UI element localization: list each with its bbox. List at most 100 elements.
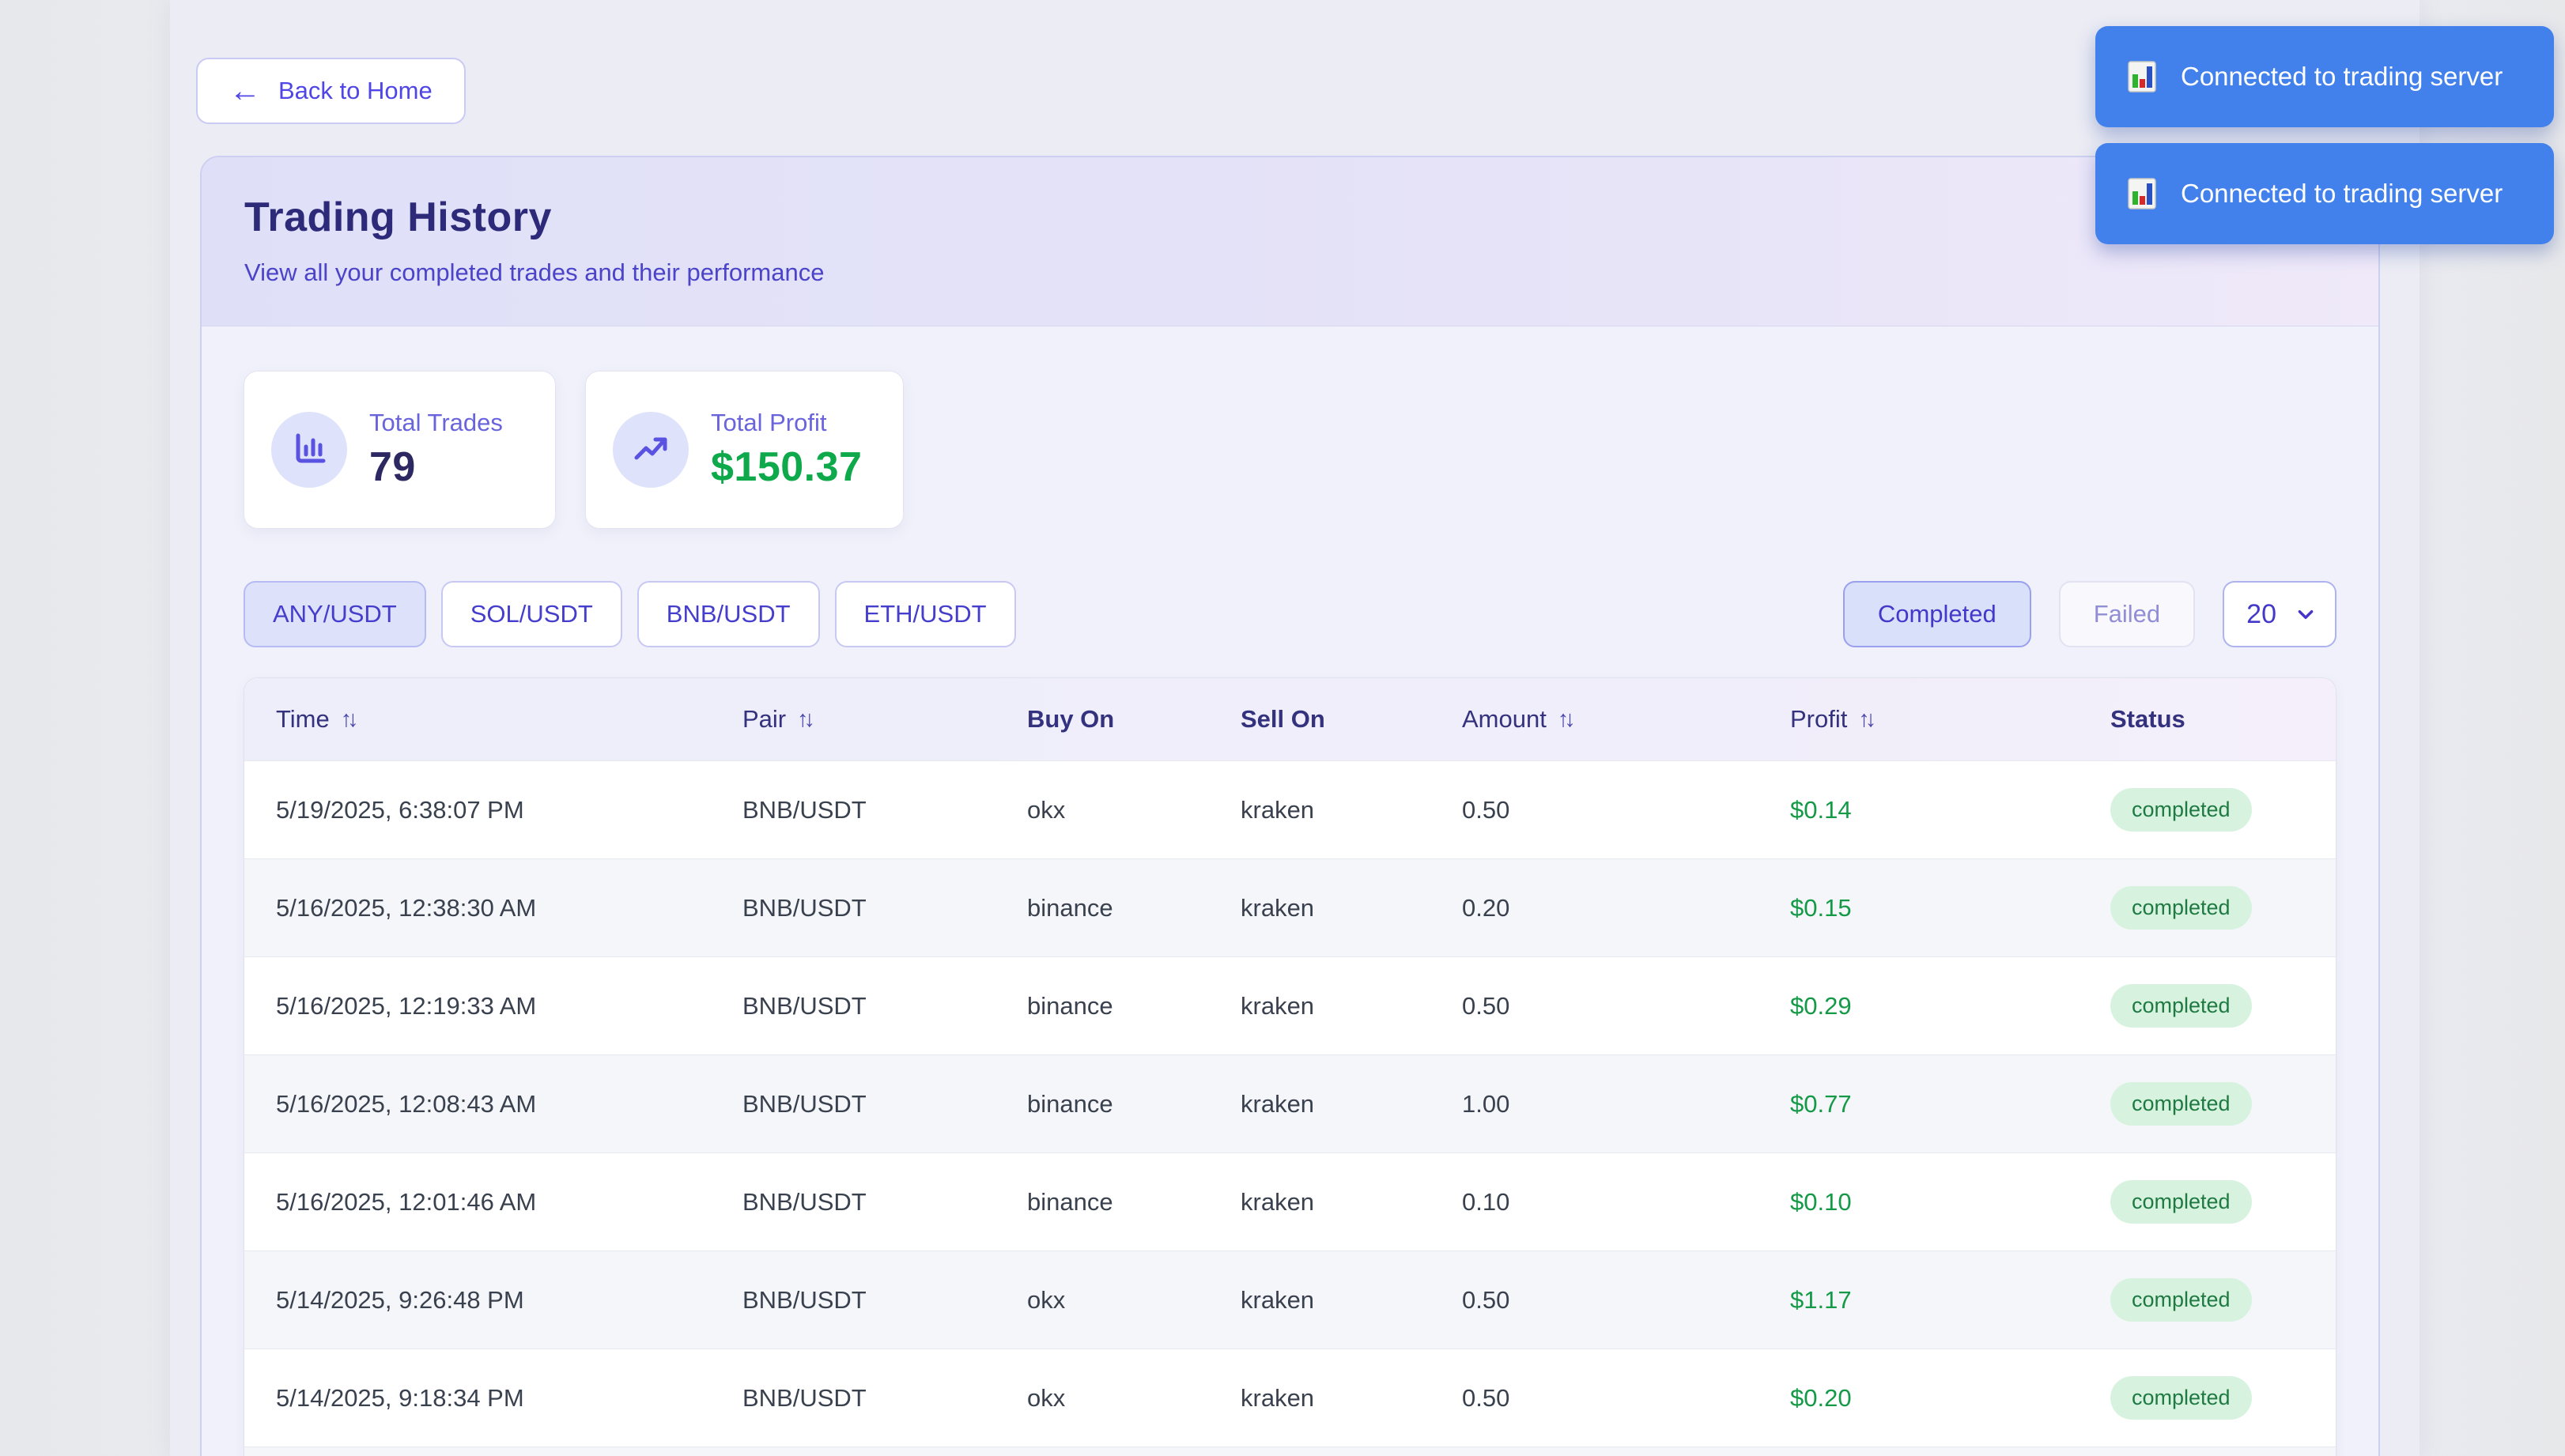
cell-pair: BNB/USDT xyxy=(742,1187,867,1216)
toast-message: Connected to trading server xyxy=(2181,62,2503,91)
status-filter-completed[interactable]: Completed xyxy=(1842,581,2031,647)
filters-row: ANY/USDT SOL/USDT BNB/USDT ETH/USDT Complet… xyxy=(244,581,2336,647)
cell-pair: BNB/USDT xyxy=(742,893,867,922)
cell-profit: $1.17 xyxy=(1790,1285,1852,1314)
column-header-time[interactable]: Time ↑↓ xyxy=(276,705,742,734)
column-label: Status xyxy=(2110,705,2185,733)
cell-time: 5/14/2025, 9:26:48 PM xyxy=(276,1285,524,1314)
left-arrow-icon: ← xyxy=(229,74,261,108)
bar-chart-emoji-icon xyxy=(2124,58,2160,95)
bar-chart-icon xyxy=(271,412,347,488)
cell-pair: BNB/USDT xyxy=(742,991,867,1020)
table-row: 5/16/2025, 12:08:43 AM BNB/USDT binance kra… xyxy=(244,1054,2336,1152)
status-filter-failed[interactable]: Failed xyxy=(2058,581,2196,647)
toast-notification[interactable]: Connected to trading server xyxy=(2095,143,2554,244)
cell-time: 5/16/2025, 12:08:43 AM xyxy=(276,1089,537,1118)
cell-time: 5/19/2025, 6:38:07 PM xyxy=(276,795,524,824)
cell-status: completed xyxy=(2110,1376,2304,1420)
pair-filters: ANY/USDT SOL/USDT BNB/USDT ETH/USDT xyxy=(244,581,1016,647)
content-column: ← Back to Home Trading History View all … xyxy=(170,0,2420,1456)
cell-profit: $0.29 xyxy=(1790,991,1852,1020)
chevron-down-icon xyxy=(2298,610,2314,620)
cell-amount: 0.10 xyxy=(1462,1187,1510,1216)
cell-buy-on: binance xyxy=(1027,991,1113,1020)
column-header-profit[interactable]: Profit ↑↓ xyxy=(1790,705,2110,734)
card-body: Total Trades 79 Total Profit $150.37 ANY/US… xyxy=(202,326,2378,1456)
cell-status: completed xyxy=(2110,1180,2304,1224)
table-row-partial xyxy=(244,1447,2336,1456)
pair-filter-bnb-usdt[interactable]: BNB/USDT xyxy=(637,581,820,647)
table-row: 5/16/2025, 12:19:33 AM BNB/USDT binance kra… xyxy=(244,956,2336,1054)
back-button-label: Back to Home xyxy=(278,77,433,104)
cell-time: 5/16/2025, 12:19:33 AM xyxy=(276,991,537,1020)
cell-amount: 0.50 xyxy=(1462,795,1510,824)
cell-amount: 0.50 xyxy=(1462,1383,1510,1412)
cell-status: completed xyxy=(2110,886,2304,930)
column-header-amount[interactable]: Amount ↑↓ xyxy=(1462,705,1790,734)
pair-filter-eth-usdt[interactable]: ETH/USDT xyxy=(834,581,1016,647)
status-badge: completed xyxy=(2110,1278,2252,1322)
trending-up-icon xyxy=(613,412,689,488)
stat-card-total-profit: Total Profit $150.37 xyxy=(585,371,905,529)
cell-sell-on: kraken xyxy=(1241,795,1315,824)
toast-notification[interactable]: Connected to trading server xyxy=(2095,26,2554,127)
pair-filter-sol-usdt[interactable]: SOL/USDT xyxy=(440,581,622,647)
cell-profit: $0.10 xyxy=(1790,1187,1852,1216)
table-row: 5/16/2025, 12:38:30 AM BNB/USDT binance kra… xyxy=(244,858,2336,956)
status-badge: completed xyxy=(2110,984,2252,1028)
cell-profit: $0.15 xyxy=(1790,893,1852,922)
cell-sell-on: kraken xyxy=(1241,1383,1315,1412)
cell-sell-on: kraken xyxy=(1241,1187,1315,1216)
cell-sell-on: kraken xyxy=(1241,893,1315,922)
sort-arrows-icon: ↑↓ xyxy=(340,706,359,732)
stat-value: $150.37 xyxy=(711,444,863,490)
column-label: Buy On xyxy=(1027,705,1115,733)
bar-chart-emoji-icon xyxy=(2124,175,2160,212)
stat-label: Total Profit xyxy=(711,409,827,436)
page-subtitle: View all your completed trades and their… xyxy=(244,258,825,286)
toast-stack: Connected to trading server Connected to … xyxy=(2095,26,2554,244)
table-row: 5/16/2025, 12:01:46 AM BNB/USDT binance kra… xyxy=(244,1152,2336,1250)
cell-pair: BNB/USDT xyxy=(742,795,867,824)
cell-sell-on: kraken xyxy=(1241,991,1315,1020)
column-label: Pair xyxy=(742,705,787,733)
cell-time: 5/16/2025, 12:38:30 AM xyxy=(276,893,537,922)
cell-buy-on: binance xyxy=(1027,893,1113,922)
pair-filter-any-usdt[interactable]: ANY/USDT xyxy=(244,581,426,647)
status-badge: completed xyxy=(2110,1376,2252,1420)
page-title: Trading History xyxy=(244,194,552,240)
cell-profit: $0.20 xyxy=(1790,1383,1852,1412)
column-header-status: Status xyxy=(2110,705,2304,734)
sort-arrows-icon: ↑↓ xyxy=(1858,706,1876,732)
cell-buy-on: binance xyxy=(1027,1187,1113,1216)
right-controls: Completed Failed 20 xyxy=(1842,581,2336,647)
cell-buy-on: okx xyxy=(1027,1285,1066,1314)
table-row: 5/19/2025, 6:38:07 PM BNB/USDT okx kraken 0.… xyxy=(244,760,2336,858)
table-header-row: Time ↑↓ Pair ↑↓ Buy On Sell On Amount ↑↓ Profit ↑… xyxy=(244,678,2336,760)
cell-status: completed xyxy=(2110,984,2304,1028)
status-badge: completed xyxy=(2110,886,2252,930)
back-to-home-button[interactable]: ← Back to Home xyxy=(196,58,466,124)
toast-message: Connected to trading server xyxy=(2181,179,2503,208)
page-size-select[interactable]: 20 xyxy=(2223,581,2336,647)
cell-amount: 0.50 xyxy=(1462,991,1510,1020)
status-badge: completed xyxy=(2110,788,2252,832)
column-label: Profit xyxy=(1790,705,1848,733)
column-header-sell-on: Sell On xyxy=(1241,705,1462,734)
status-badge: completed xyxy=(2110,1180,2252,1224)
cell-profit: $0.14 xyxy=(1790,795,1852,824)
cell-pair: BNB/USDT xyxy=(742,1285,867,1314)
column-label: Sell On xyxy=(1241,705,1325,733)
column-label: Amount xyxy=(1462,705,1547,733)
cell-buy-on: okx xyxy=(1027,795,1066,824)
stat-label: Total Trades xyxy=(369,409,503,436)
trading-history-card: Trading History View all your completed … xyxy=(200,156,2380,1456)
sort-arrows-icon: ↑↓ xyxy=(797,706,815,732)
table-body: 5/19/2025, 6:38:07 PM BNB/USDT okx kraken 0.… xyxy=(244,760,2336,1447)
column-label: Time xyxy=(276,705,330,733)
stats-row: Total Trades 79 Total Profit $150.37 xyxy=(244,371,2336,529)
column-header-pair[interactable]: Pair ↑↓ xyxy=(742,705,1027,734)
card-header: Trading History View all your completed … xyxy=(202,157,2378,326)
cell-pair: BNB/USDT xyxy=(742,1089,867,1118)
sort-arrows-icon: ↑↓ xyxy=(1557,706,1576,732)
